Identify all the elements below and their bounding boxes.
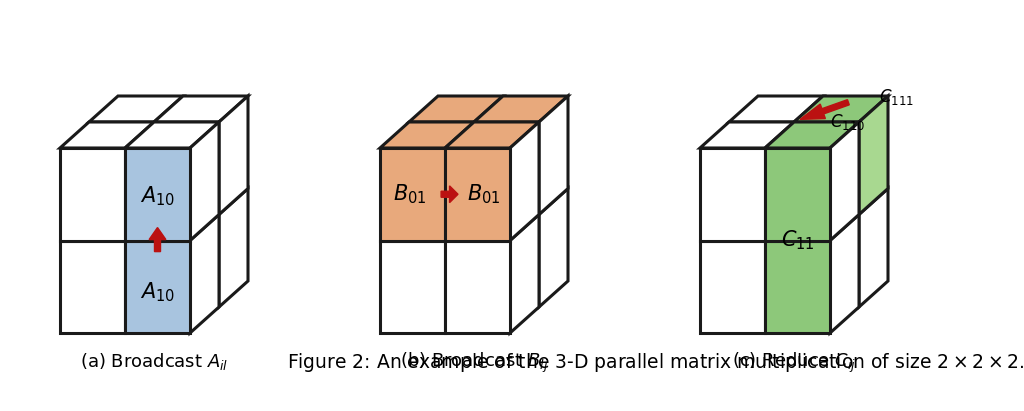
Polygon shape [125, 122, 219, 148]
Polygon shape [794, 96, 888, 122]
Text: $B_{01}$: $B_{01}$ [467, 182, 501, 206]
Text: Figure 2: An example of the 3-D parallel matrix multiplication of size $2 \times: Figure 2: An example of the 3-D parallel… [287, 351, 1024, 374]
Polygon shape [125, 148, 190, 240]
Polygon shape [539, 189, 568, 307]
Polygon shape [89, 96, 183, 122]
Polygon shape [765, 240, 830, 333]
Polygon shape [830, 122, 859, 240]
Polygon shape [445, 122, 539, 148]
Polygon shape [380, 240, 445, 333]
Text: $C_{111}$: $C_{111}$ [880, 88, 914, 107]
Polygon shape [510, 215, 539, 333]
Polygon shape [154, 96, 248, 122]
Polygon shape [830, 215, 859, 333]
Polygon shape [474, 96, 568, 122]
FancyArrow shape [441, 186, 458, 203]
Polygon shape [190, 122, 219, 240]
Polygon shape [219, 96, 248, 215]
Text: (a) Broadcast $A_{il}$: (a) Broadcast $A_{il}$ [80, 351, 228, 372]
Text: $A_{10}$: $A_{10}$ [140, 184, 175, 208]
Text: $C_{11}$: $C_{11}$ [780, 229, 814, 252]
Polygon shape [219, 189, 248, 307]
Polygon shape [510, 122, 539, 240]
Polygon shape [380, 122, 474, 148]
Polygon shape [60, 122, 154, 148]
Polygon shape [700, 148, 765, 240]
Polygon shape [445, 148, 510, 240]
Polygon shape [859, 189, 888, 307]
Polygon shape [700, 122, 794, 148]
Text: (b) Broadcast $B_{lj}$: (b) Broadcast $B_{lj}$ [399, 351, 549, 375]
Polygon shape [190, 215, 219, 333]
FancyArrow shape [800, 99, 849, 120]
Polygon shape [859, 96, 888, 215]
Polygon shape [60, 240, 125, 333]
Polygon shape [765, 122, 859, 148]
Text: $A_{10}$: $A_{10}$ [140, 280, 175, 304]
Polygon shape [409, 96, 503, 122]
Text: $C_{110}$: $C_{110}$ [830, 112, 865, 132]
Polygon shape [125, 240, 190, 333]
Polygon shape [700, 240, 765, 333]
Polygon shape [539, 96, 568, 215]
FancyArrow shape [150, 228, 166, 252]
Text: (c) Reduce $C_{ij}$: (c) Reduce $C_{ij}$ [732, 351, 856, 375]
Polygon shape [60, 148, 125, 240]
Text: $B_{01}$: $B_{01}$ [393, 182, 427, 206]
Polygon shape [729, 96, 823, 122]
Polygon shape [380, 148, 445, 240]
Polygon shape [445, 240, 510, 333]
Polygon shape [765, 148, 830, 240]
